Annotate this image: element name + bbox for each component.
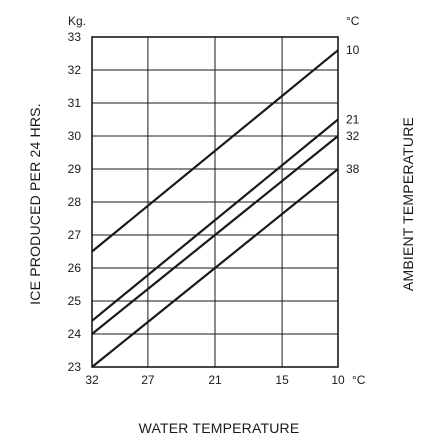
series-label-10: 10	[346, 43, 360, 57]
x-tick-label: 32	[85, 373, 99, 387]
y-tick-label: 28	[68, 195, 82, 209]
y-tick-label: 24	[68, 327, 82, 341]
x-unit-label: °C	[352, 373, 366, 387]
series-layer	[91, 49, 339, 368]
y-tick-label: 27	[68, 228, 82, 242]
x-tick-label: 15	[275, 373, 289, 387]
series-line-38	[91, 168, 339, 368]
y-tick-label: 31	[68, 96, 82, 110]
y-axis-title: ICE PRODUCED PER 24 HRS.	[27, 103, 43, 305]
x-axis-title: WATER TEMPERATURE	[139, 420, 300, 436]
grid-layer	[92, 37, 338, 367]
right-axis-title: AMBIENT TEMPERATURE	[400, 117, 416, 291]
series-labels: 10 21 32 38	[346, 43, 360, 176]
x-tick-label: 21	[208, 373, 222, 387]
y-tick-label: 26	[68, 261, 82, 275]
y-tick-labels: 23 24 25 26 27 28 29 30 31 32 33	[68, 30, 82, 374]
y-tick-label: 23	[68, 360, 82, 374]
series-label-38: 38	[346, 162, 360, 176]
right-axis-unit-label: °C	[346, 14, 360, 28]
x-tick-labels: 32 27 21 15 10	[85, 373, 345, 387]
y-tick-label: 29	[68, 162, 82, 176]
y-tick-label: 30	[68, 129, 82, 143]
series-label-32: 32	[346, 129, 360, 143]
plot-frame	[91, 36, 339, 368]
y-tick-label: 25	[68, 294, 82, 308]
series-line-21	[91, 118, 339, 322]
y-tick-label: 33	[68, 30, 82, 44]
series-line-10	[91, 49, 339, 253]
x-tick-label: 27	[141, 373, 155, 387]
x-tick-label: 10	[331, 373, 345, 387]
series-label-21: 21	[346, 113, 360, 127]
y-tick-label: 32	[68, 63, 82, 77]
y-unit-label: Kg.	[68, 14, 86, 28]
series-line-32	[91, 135, 339, 335]
